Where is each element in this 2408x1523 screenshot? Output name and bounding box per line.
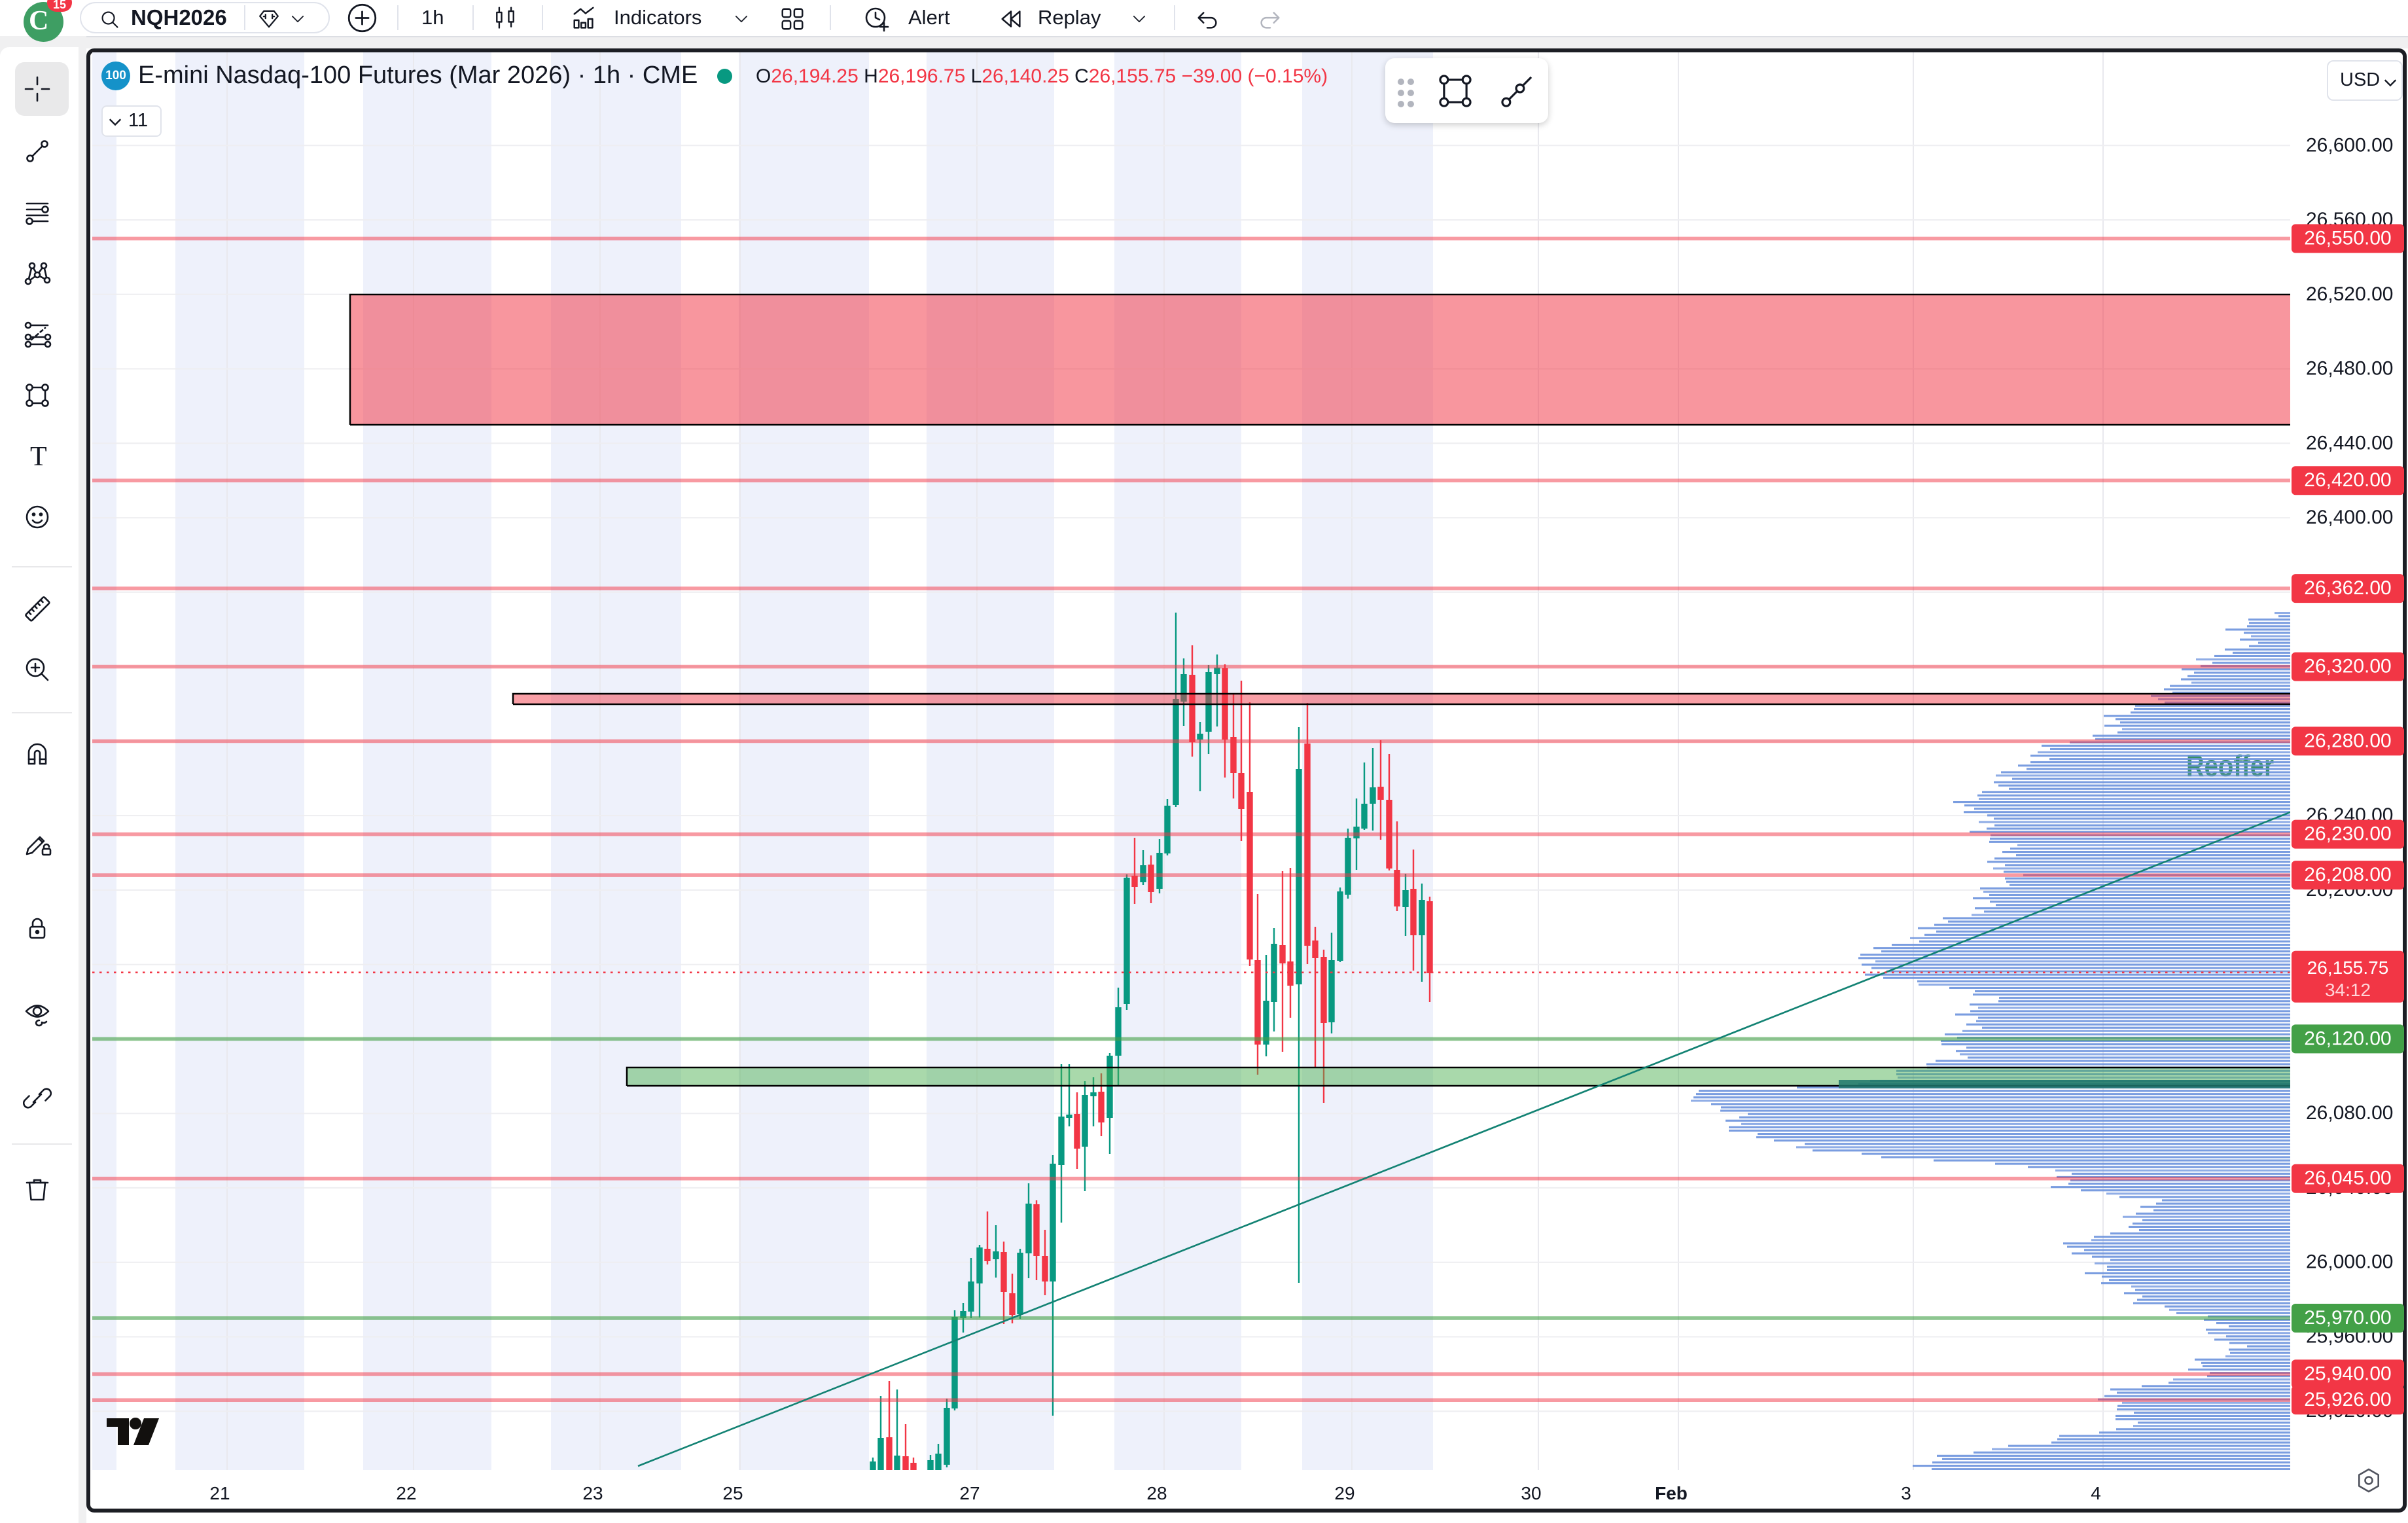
svg-text:26,155.75: 26,155.75	[2307, 958, 2389, 978]
svg-text:26,320.00: 26,320.00	[2304, 656, 2391, 677]
svg-text:26,120.00: 26,120.00	[2304, 1028, 2391, 1049]
svg-text:23: 23	[582, 1483, 603, 1503]
svg-text:26,480.00: 26,480.00	[2306, 358, 2393, 380]
svg-text:26,420.00: 26,420.00	[2304, 469, 2391, 491]
svg-text:26,400.00: 26,400.00	[2306, 507, 2393, 528]
svg-text:26,520.00: 26,520.00	[2306, 283, 2393, 305]
svg-text:25: 25	[722, 1483, 743, 1503]
svg-text:26,230.00: 26,230.00	[2304, 823, 2391, 845]
svg-text:4: 4	[2091, 1483, 2101, 1503]
svg-text:27: 27	[959, 1483, 980, 1503]
svg-text:29: 29	[1334, 1483, 1354, 1503]
svg-text:25,926.00: 25,926.00	[2304, 1389, 2391, 1410]
svg-text:3: 3	[1901, 1483, 1911, 1503]
svg-text:Feb: Feb	[1655, 1483, 1688, 1503]
svg-text:28: 28	[1146, 1483, 1167, 1503]
svg-text:26,550.00: 26,550.00	[2304, 228, 2391, 249]
svg-text:30: 30	[1521, 1483, 1541, 1503]
svg-text:26,000.00: 26,000.00	[2306, 1251, 2393, 1273]
svg-text:26,080.00: 26,080.00	[2306, 1102, 2393, 1124]
svg-text:26,600.00: 26,600.00	[2306, 134, 2393, 156]
svg-text:26,280.00: 26,280.00	[2304, 730, 2391, 751]
svg-text:26,440.00: 26,440.00	[2306, 432, 2393, 454]
svg-text:26,208.00: 26,208.00	[2304, 864, 2391, 886]
svg-text:21: 21	[209, 1483, 230, 1503]
svg-text:26,045.00: 26,045.00	[2304, 1168, 2391, 1189]
svg-text:26,362.00: 26,362.00	[2304, 577, 2391, 599]
svg-text:22: 22	[396, 1483, 416, 1503]
svg-text:25,940.00: 25,940.00	[2304, 1363, 2391, 1384]
svg-text:25,970.00: 25,970.00	[2304, 1307, 2391, 1329]
svg-text:34:12: 34:12	[2325, 980, 2371, 1000]
